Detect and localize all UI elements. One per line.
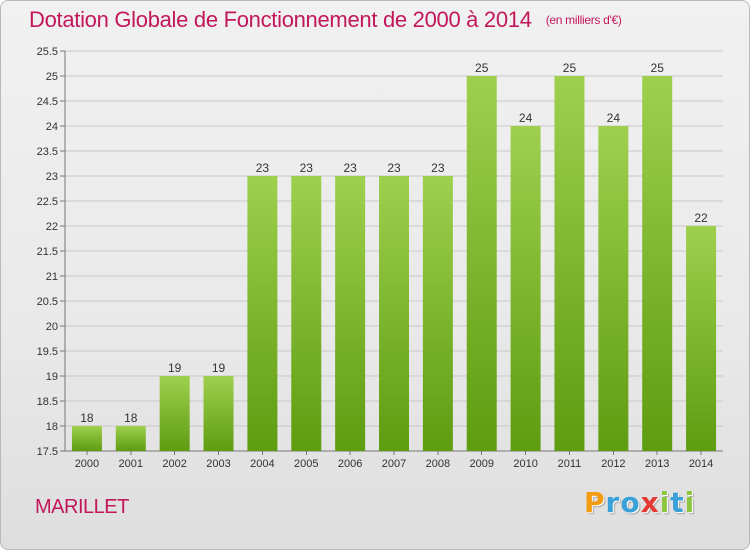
y-tick-label: 21.5 <box>37 246 58 258</box>
y-tick-label: 24 <box>46 121 58 133</box>
logo-letter: i <box>659 486 671 519</box>
logo-letter: x <box>640 486 660 519</box>
y-tick-label: 18 <box>46 421 58 433</box>
logo-letter: P <box>584 486 606 519</box>
data-label-2000: 18 <box>80 411 94 425</box>
x-tick-labels: 2000 2001 2002 2003 2004 2005 2006 2007 2008 2009… <box>75 451 713 470</box>
data-labels: 18 18 19 19 23 23 23 23 23 25 24 25 24 25 22 <box>80 61 708 425</box>
chart-title: Dotation Globale de Fonctionnement de 20… <box>29 7 622 33</box>
data-label-2012: 24 <box>607 111 621 125</box>
y-tick-label: 21 <box>46 271 58 283</box>
data-label-2006: 23 <box>343 161 357 175</box>
y-tick-label: 19 <box>46 371 58 383</box>
bar-2013 <box>642 76 673 451</box>
bar-2012 <box>598 126 629 451</box>
bar-2014 <box>686 226 717 451</box>
x-tick-label-2012: 2012 <box>601 458 625 470</box>
y-tick-label: 17.5 <box>37 446 58 458</box>
bar-2001 <box>115 426 146 451</box>
y-tick-label: 25 <box>46 71 58 83</box>
data-label-2007: 23 <box>387 161 401 175</box>
logo-letter: i <box>684 486 696 519</box>
data-label-2001: 18 <box>124 411 138 425</box>
y-tick-label: 20 <box>46 321 58 333</box>
x-tick-label-2013: 2013 <box>645 458 669 470</box>
data-label-2011: 25 <box>563 61 577 75</box>
bars <box>71 76 717 451</box>
bar-2002 <box>159 376 190 451</box>
x-tick-label-2006: 2006 <box>338 458 362 470</box>
data-label-2009: 25 <box>475 61 489 75</box>
x-tick-label-2003: 2003 <box>206 458 230 470</box>
bar-2004 <box>247 176 278 451</box>
x-tick-label-2010: 2010 <box>513 458 537 470</box>
y-tick-label: 20.5 <box>37 296 58 308</box>
data-label-2010: 24 <box>519 111 533 125</box>
bar-2007 <box>379 176 409 451</box>
x-tick-label-2007: 2007 <box>382 458 406 470</box>
data-label-2013: 25 <box>651 61 665 75</box>
bar-2010 <box>510 126 541 451</box>
chart-title-text: Dotation Globale de Fonctionnement de 20… <box>29 7 532 32</box>
logo-letter: t <box>670 486 685 519</box>
bar-2000 <box>71 426 102 451</box>
data-label-2002: 19 <box>168 361 182 375</box>
logo-letter: r <box>605 486 621 519</box>
chart-subtitle: (en milliers d'€) <box>545 13 622 27</box>
x-tick-label-2005: 2005 <box>294 458 318 470</box>
y-tick-label: 23 <box>46 171 58 183</box>
data-label-2003: 19 <box>212 361 226 375</box>
bar-2009 <box>466 76 497 451</box>
data-label-2005: 23 <box>300 161 314 175</box>
logo-letter: o <box>620 486 641 519</box>
y-tick-label: 22 <box>46 221 58 233</box>
y-tick-label: 18.5 <box>37 396 58 408</box>
bar-2011 <box>554 76 585 451</box>
y-tick-label: 19.5 <box>37 346 58 358</box>
y-tick-label: 24.5 <box>37 96 58 108</box>
data-label-2014: 22 <box>694 211 708 225</box>
x-tick-label-2009: 2009 <box>469 458 493 470</box>
y-tick-label: 22.5 <box>37 196 58 208</box>
commune-name: MARILLET <box>35 496 129 518</box>
bar-2008 <box>422 176 453 451</box>
proxiti-logo[interactable]: Proxiti <box>584 486 695 519</box>
y-tick-label: 23.5 <box>37 146 58 158</box>
x-tick-label-2001: 2001 <box>119 458 143 470</box>
y-tick-labels: 17.5 18 18.5 19 19.5 20 20.5 21 21.5 22 22.5 23 23.5… <box>37 46 65 458</box>
data-label-2004: 23 <box>256 161 270 175</box>
data-label-2008: 23 <box>431 161 445 175</box>
x-tick-label-2004: 2004 <box>250 458 274 470</box>
bar-2003 <box>203 376 234 451</box>
x-tick-label-2000: 2000 <box>75 458 99 470</box>
x-tick-label-2011: 2011 <box>558 458 582 470</box>
x-tick-label-2008: 2008 <box>426 458 450 470</box>
bar-2006 <box>335 176 366 451</box>
x-tick-label-2014: 2014 <box>689 458 713 470</box>
y-tick-label: 25.5 <box>37 46 58 58</box>
x-tick-label-2002: 2002 <box>162 458 186 470</box>
bar-2005 <box>291 176 322 451</box>
